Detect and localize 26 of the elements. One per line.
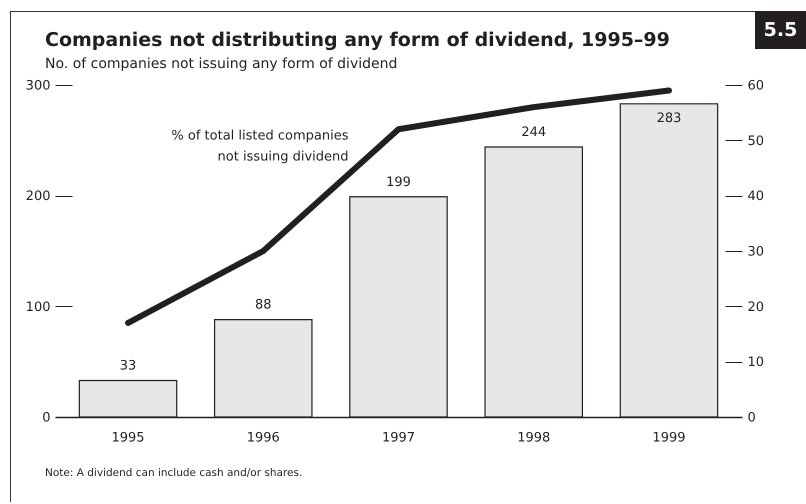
x-tick-label: 1996 <box>246 430 280 446</box>
y2-tick-label: 60 <box>748 78 764 94</box>
y2-tick-label: 20 <box>748 300 764 315</box>
chart-title: Companies not distributing any form of dividend, 1995–99 <box>45 29 670 51</box>
y2-tick-label: 30 <box>748 244 764 260</box>
x-tick-label: 1995 <box>111 430 145 446</box>
y2-tick-label: 50 <box>748 134 764 149</box>
data-label: 33 <box>120 358 136 374</box>
data-label: 244 <box>521 124 546 140</box>
chart-subtitle: No. of companies not issuing any form of dividend <box>45 56 398 72</box>
y2-tick-label: 0 <box>748 410 756 426</box>
data-label: 88 <box>254 298 272 313</box>
series-label: % of total listed companies not issuing dividend <box>171 128 349 164</box>
y-tick-label: 300 <box>26 78 50 94</box>
text: 5.5 <box>755 11 806 49</box>
y2-tick-label: 40 <box>748 189 764 204</box>
y-tick-label: 0 <box>42 410 50 426</box>
text: Note: A dividend can include cash and/or shares. <box>45 467 302 479</box>
data-label: 199 <box>386 174 411 190</box>
x-tick-label: 1998 <box>517 430 550 446</box>
y2-tick-label: 10 <box>748 355 764 370</box>
x-tick-label: 1997 <box>382 430 416 446</box>
y-tick-label: 100 <box>26 300 50 315</box>
y-tick-label: 200 <box>26 189 50 204</box>
x-tick-label: 1999 <box>652 430 686 446</box>
data-label: 283 <box>656 110 682 126</box>
